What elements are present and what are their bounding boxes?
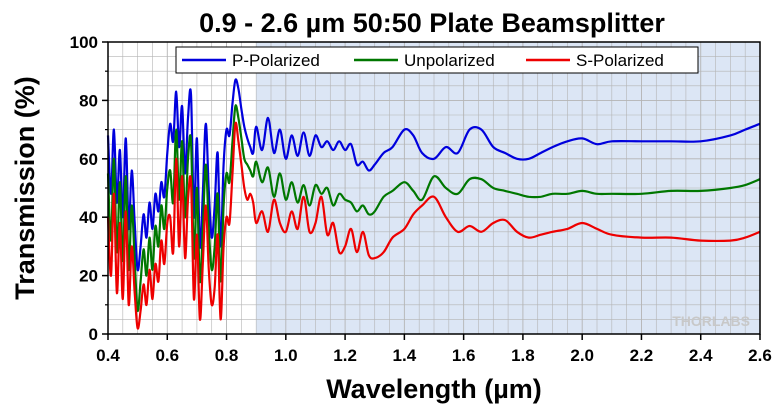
x-tick-label: 2.4 xyxy=(689,346,713,365)
x-tick-label: 0.8 xyxy=(215,346,239,365)
legend-label: S-Polarized xyxy=(576,51,664,70)
series-line-unpolarized xyxy=(106,104,761,312)
y-tick-label: 20 xyxy=(79,267,98,286)
y-tick-label: 80 xyxy=(79,91,98,110)
y-tick-label: 40 xyxy=(79,208,98,227)
x-tick-labels: 0.4 0.6 0.8 1.0 1.2 1.4 1.6 1.8 2.0 2.2 2.4 2.6 xyxy=(96,346,772,365)
legend: P-Polarized Unpolarized S-Polarized xyxy=(175,46,699,74)
x-axis-label: Wavelength (µm) xyxy=(326,374,542,404)
x-tick-label: 0.4 xyxy=(96,346,120,365)
ticks xyxy=(102,41,761,340)
legend-label: P-Polarized xyxy=(232,51,320,70)
x-tick-label: 1.6 xyxy=(452,346,476,365)
x-tick-label: 1.4 xyxy=(393,346,417,365)
y-tick-labels: 0 20 40 60 80 100 xyxy=(70,33,98,344)
chart-title: 0.9 - 2.6 µm 50:50 Plate Beamsplitter xyxy=(199,8,665,38)
thorlabs-watermark: THORLABS xyxy=(672,313,750,329)
grid xyxy=(107,41,761,335)
series-layer xyxy=(106,78,761,330)
x-tick-label: 2.2 xyxy=(630,346,654,365)
legend-label: Unpolarized xyxy=(404,51,495,70)
y-tick-label: 100 xyxy=(70,33,98,52)
legend-box xyxy=(175,46,699,74)
series-line-s-polarized xyxy=(106,121,761,330)
x-tick-label: 1.2 xyxy=(333,346,357,365)
x-tick-label: 0.6 xyxy=(155,346,179,365)
x-tick-label: 1.8 xyxy=(511,346,535,365)
y-tick-label: 60 xyxy=(79,150,98,169)
x-tick-label: 2.0 xyxy=(570,346,594,365)
x-tick-label: 1.0 xyxy=(274,346,298,365)
y-axis-label: Transmission (%) xyxy=(10,76,40,300)
y-tick-label: 0 xyxy=(89,325,98,344)
x-tick-label: 2.6 xyxy=(748,346,772,365)
series-line-p-polarized xyxy=(106,78,761,272)
